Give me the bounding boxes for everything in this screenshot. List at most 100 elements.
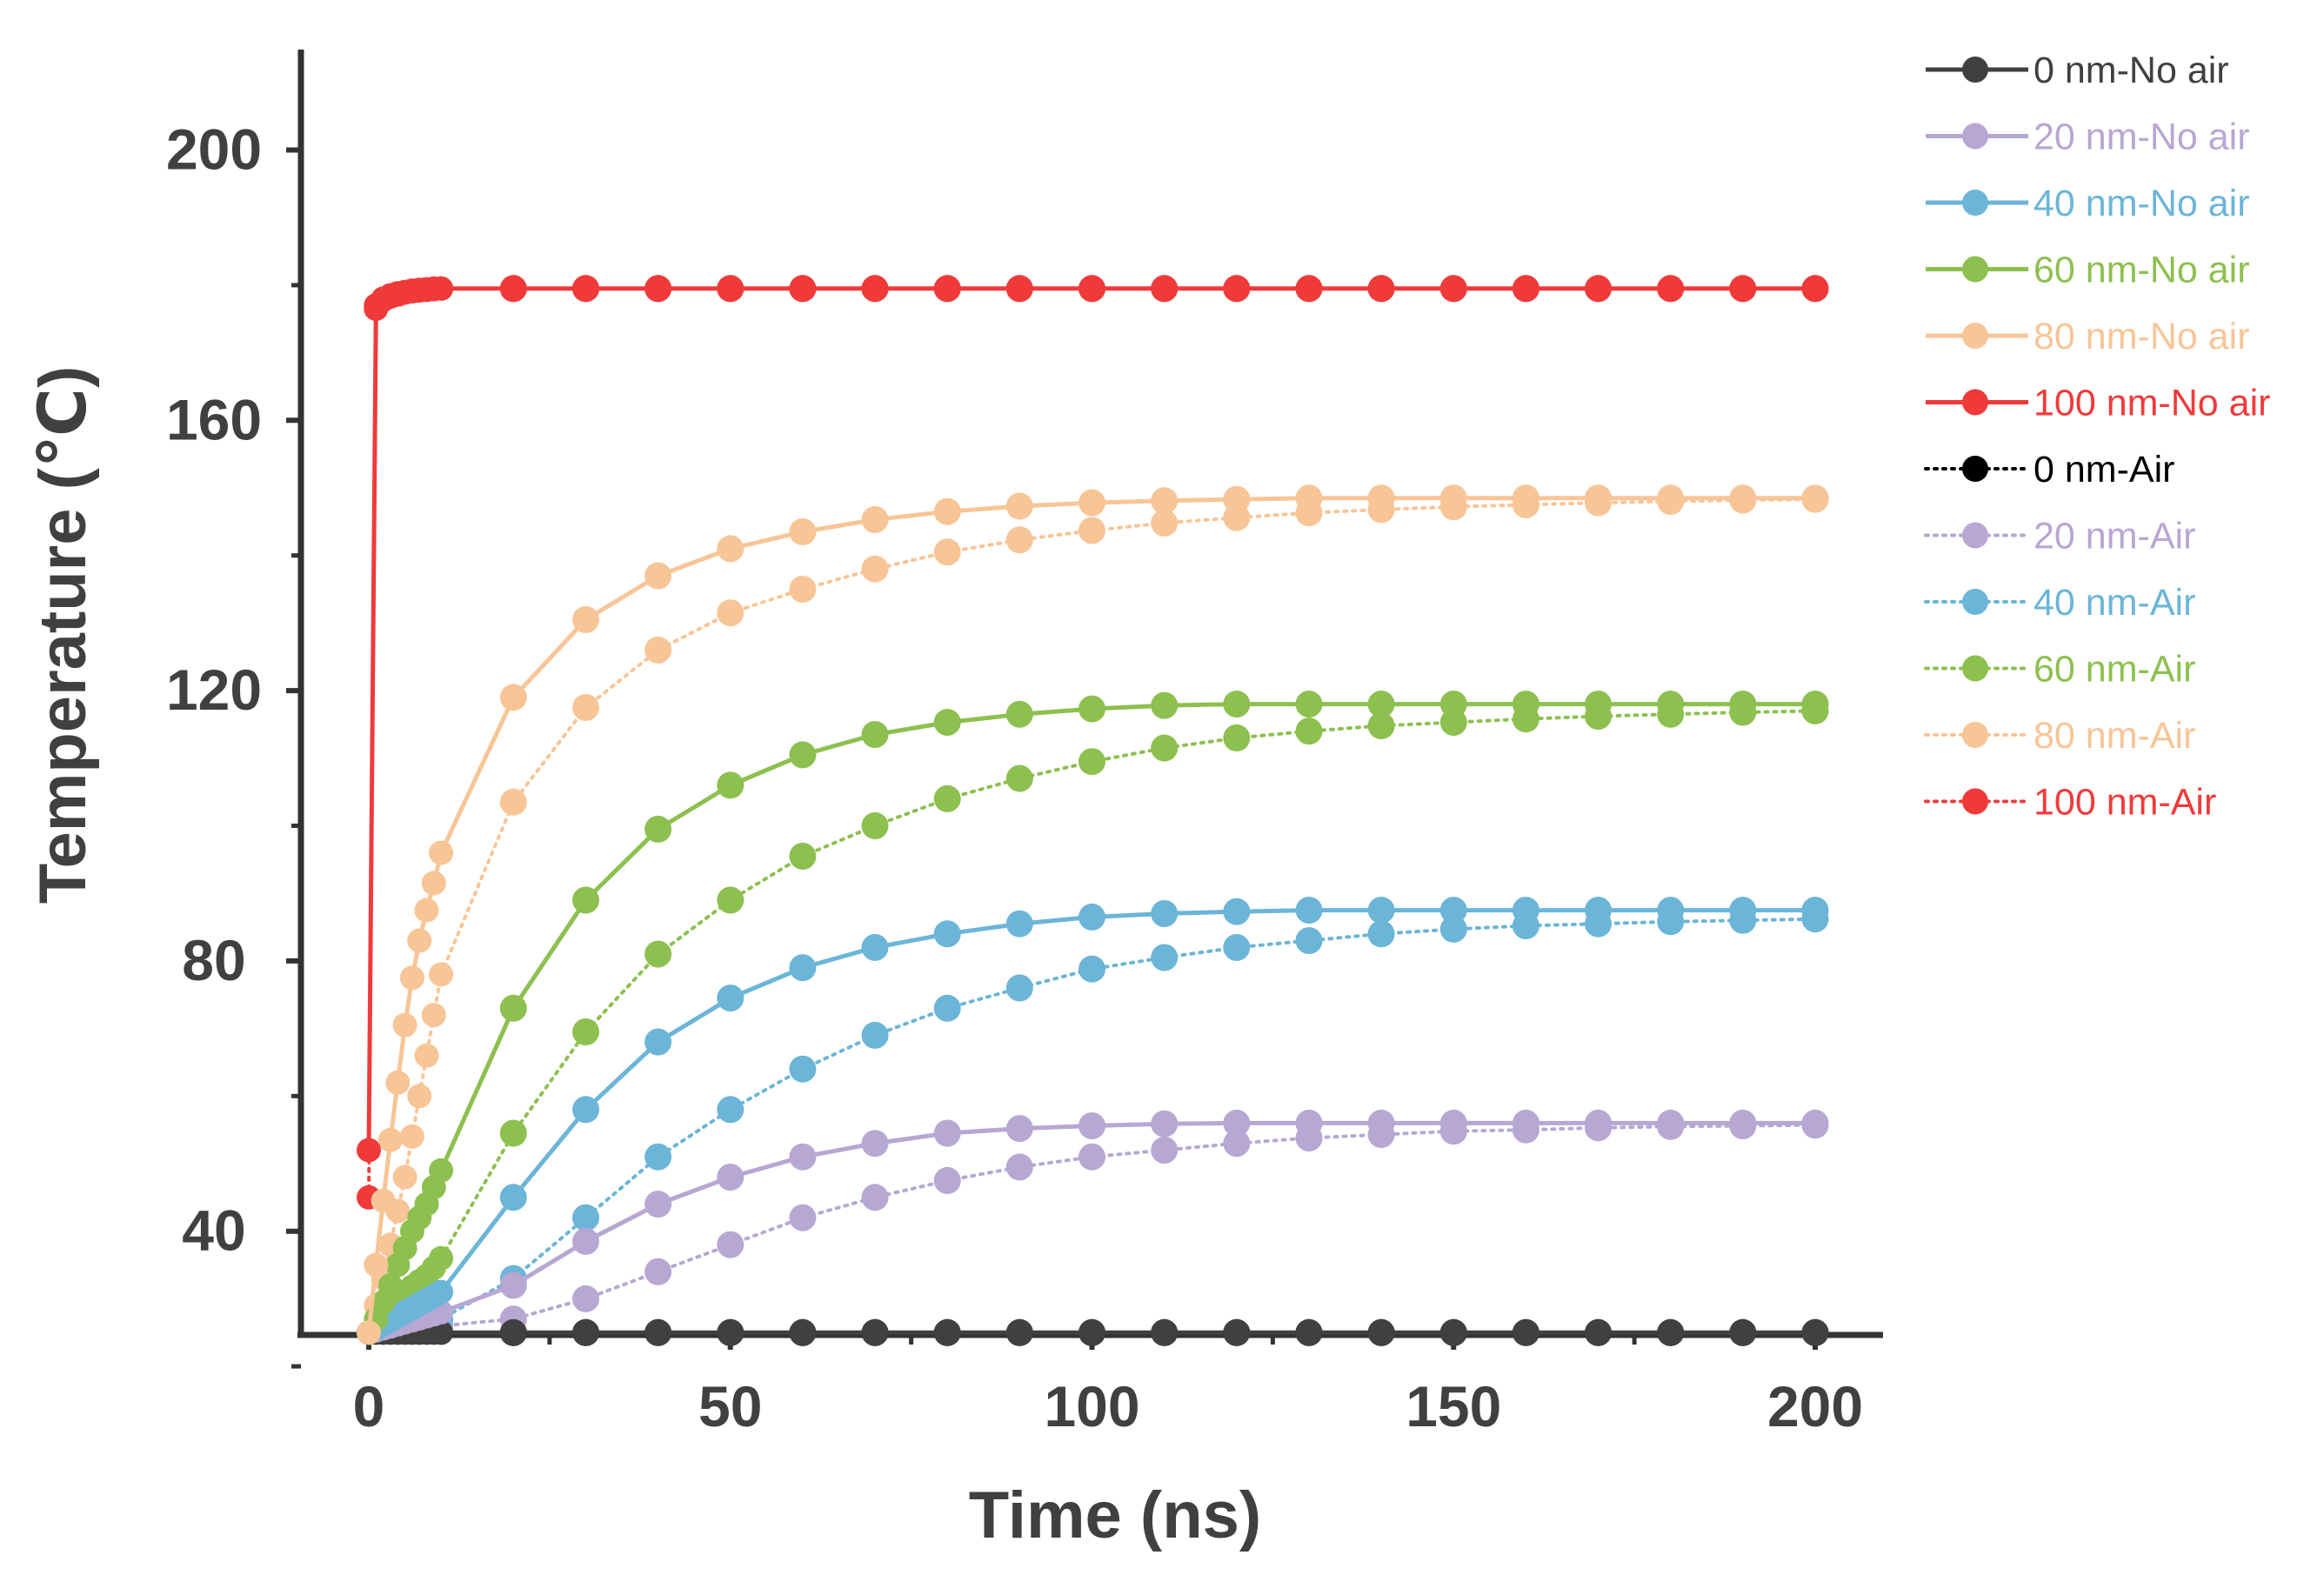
data-point-60-nm-no-air — [1585, 691, 1612, 718]
data-point-20-nm-no-air — [572, 1227, 599, 1255]
data-point-40-nm-no-air — [1079, 903, 1105, 931]
data-point-80-nm-no-air — [385, 1070, 411, 1095]
data-point-0-nm-no-air — [1585, 1318, 1612, 1346]
data-point-60-nm-no-air — [572, 886, 599, 914]
legend-item-60-nm-air: 60 nm-Air — [1924, 649, 2195, 691]
data-point-40-nm-no-air — [1439, 897, 1467, 924]
data-point-20-nm-no-air — [1729, 1109, 1757, 1137]
data-point-80-nm-no-air — [499, 684, 527, 711]
legend-item-40-nm-air: 40 nm-Air — [1924, 582, 2195, 624]
data-point-100-nm-no-air — [1367, 275, 1395, 303]
data-point-20-nm-no-air — [1295, 1109, 1323, 1137]
x-tick-label: 100 — [1044, 1374, 1139, 1438]
data-point-100-nm-no-air — [644, 275, 672, 303]
data-point-100-nm-no-air — [861, 275, 889, 303]
data-point-0-nm-no-air — [1005, 1318, 1033, 1346]
data-point-80-nm-air — [392, 1165, 417, 1190]
data-point-0-nm-no-air — [1223, 1318, 1251, 1346]
data-point-40-nm-no-air — [1801, 897, 1829, 924]
data-point-80-nm-air — [1151, 509, 1179, 537]
data-point-80-nm-air — [399, 1124, 424, 1149]
data-point-0-nm-no-air — [1151, 1318, 1179, 1346]
data-point-60-nm-no-air — [1801, 691, 1829, 718]
data-point-60-nm-no-air — [933, 709, 961, 737]
data-point-80-nm-air — [421, 1003, 446, 1028]
legend-marker-0-nm-air — [1962, 456, 1988, 482]
legend-label-60-nm-no-air: 60 nm-No air — [2033, 250, 2250, 291]
data-point-60-nm-air — [644, 940, 672, 968]
data-point-60-nm-no-air — [1151, 691, 1179, 719]
data-point-80-nm-air — [1005, 526, 1033, 554]
data-point-20-nm-no-air — [1367, 1109, 1395, 1137]
legend-item-20-nm-air: 20 nm-Air — [1924, 516, 2195, 557]
data-point-80-nm-air — [789, 576, 817, 603]
legend-item-100-nm-no-air: 100 nm-No air — [1926, 383, 2270, 424]
data-point-60-nm-no-air — [1005, 700, 1033, 728]
data-point-80-nm-no-air — [644, 562, 672, 590]
legend-label-100-nm-air: 100 nm-Air — [2033, 782, 2216, 824]
data-point-60-nm-no-air — [861, 721, 889, 749]
data-point-40-nm-no-air — [861, 933, 889, 961]
axes-layer — [297, 50, 1883, 1338]
legend-marker-40-nm-air — [1962, 589, 1988, 615]
data-point-100-nm-no-air — [933, 275, 961, 303]
data-point-100-nm-no-air — [1657, 275, 1685, 303]
data-point-100-nm-no-air — [1512, 275, 1539, 303]
y-axis-title: Temperature (℃) — [26, 366, 100, 904]
legend-item-0-nm-no-air: 0 nm-No air — [1926, 50, 2229, 91]
data-point-100-nm-no-air — [1151, 275, 1179, 303]
y-tick-label: 80 — [182, 928, 245, 992]
data-point-60-nm-air — [1295, 717, 1323, 745]
data-point-40-nm-no-air — [644, 1028, 672, 1056]
legend-marker-60-nm-no-air — [1962, 256, 1988, 283]
legend-marker-80-nm-air — [1962, 722, 1988, 748]
data-point-80-nm-no-air — [1657, 484, 1685, 512]
data-point-60-nm-no-air — [499, 994, 527, 1022]
legend-marker-60-nm-air — [1962, 655, 1988, 682]
legend-marker-20-nm-air — [1962, 522, 1988, 549]
data-point-80-nm-no-air — [421, 871, 446, 896]
y-tick-label: 200 — [166, 117, 262, 182]
data-point-60-nm-no-air — [1439, 691, 1467, 718]
data-point-20-nm-no-air — [717, 1164, 745, 1191]
data-point-20-nm-air — [644, 1258, 672, 1285]
legend-label-80-nm-air: 80 nm-Air — [2033, 715, 2195, 757]
x-tick-label: 200 — [1767, 1374, 1863, 1438]
legend-marker-80-nm-no-air — [1962, 323, 1988, 349]
data-point-20-nm-air — [1151, 1137, 1179, 1164]
data-point-0-nm-no-air — [1079, 1318, 1105, 1346]
data-point-80-nm-air — [414, 1043, 439, 1068]
legend-label-20-nm-no-air: 20 nm-No air — [2033, 117, 2250, 158]
legend-marker-100-nm-no-air — [1962, 389, 1988, 416]
data-point-60-nm-air — [429, 1245, 454, 1271]
data-point-60-nm-no-air — [1657, 691, 1685, 718]
data-point-40-nm-no-air — [572, 1096, 599, 1124]
data-point-80-nm-air — [499, 788, 527, 816]
data-point-20-nm-no-air — [933, 1119, 961, 1147]
data-point-100-nm-no-air — [717, 275, 745, 303]
legend-label-80-nm-no-air: 80 nm-No air — [2033, 316, 2250, 357]
legend-item-60-nm-no-air: 60 nm-No air — [1926, 250, 2250, 291]
data-point-0-nm-no-air — [644, 1318, 672, 1346]
data-point-40-nm-air — [1295, 927, 1323, 955]
data-point-0-nm-no-air — [429, 1320, 454, 1345]
data-point-80-nm-no-air — [1801, 484, 1829, 512]
data-point-60-nm-no-air — [1512, 691, 1539, 718]
data-point-100-nm-no-air — [499, 275, 527, 303]
ticks-layer: 0 50 100 150 200 40 80 120 160 200 — [166, 117, 1863, 1439]
legend-label-0-nm-no-air: 0 nm-No air — [2033, 50, 2229, 91]
data-point-80-nm-no-air — [1512, 484, 1539, 512]
data-point-40-nm-air — [1005, 974, 1033, 1002]
data-point-0-nm-no-air — [933, 1318, 961, 1346]
data-point-40-nm-air — [572, 1204, 599, 1231]
legend-item-40-nm-no-air: 40 nm-No air — [1926, 183, 2250, 224]
data-point-60-nm-air — [1223, 724, 1251, 751]
data-point-40-nm-no-air — [789, 954, 817, 982]
data-point-20-nm-no-air — [1151, 1110, 1179, 1138]
data-point-40-nm-air — [644, 1143, 672, 1171]
series-layer — [357, 275, 1829, 1346]
data-point-80-nm-no-air — [371, 1188, 396, 1213]
data-point-20-nm-air — [861, 1184, 889, 1211]
